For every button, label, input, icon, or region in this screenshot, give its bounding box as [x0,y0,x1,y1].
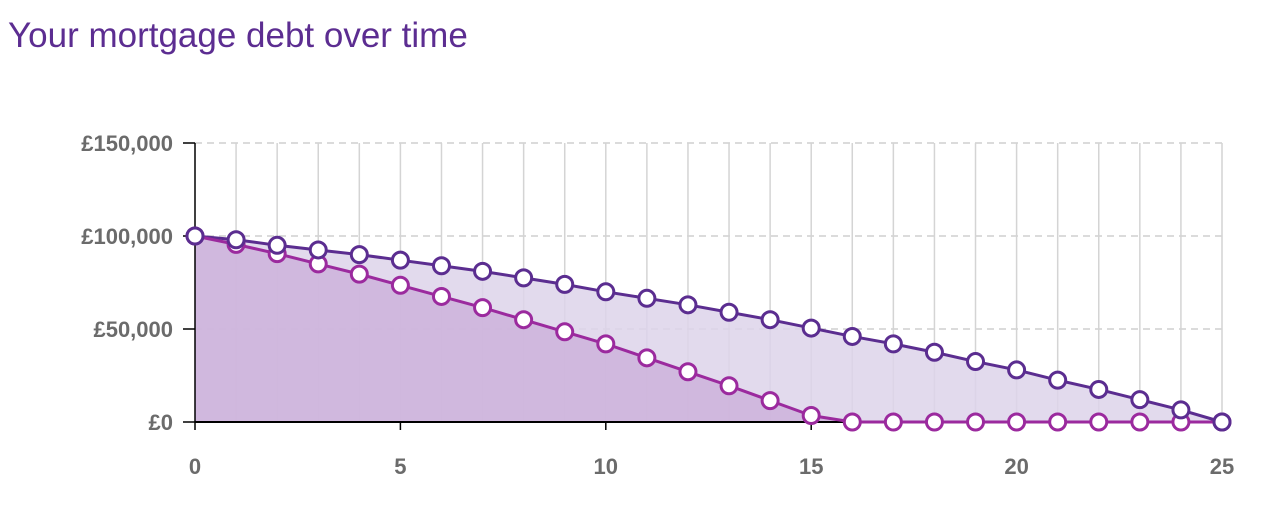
label-layer: £0 £50,000 £100,000 £150,000 0 5 10 15 20 25 [81,131,1234,479]
series-2-point [966,412,986,432]
series-2-point [390,275,410,295]
series-2-point [431,286,451,306]
y-tick-label: £100,000 [81,224,173,249]
x-tick-label: 10 [594,454,618,479]
series-1-point [390,250,410,270]
series-1-point [267,235,287,255]
series-2-area [195,236,1222,422]
series-1-point [801,318,821,338]
series-2-point [1048,412,1068,432]
series-1-point [1171,400,1191,420]
series-1-point [226,230,246,250]
series-2-point [514,310,534,330]
series-1-point [349,245,369,265]
x-tick-label: 5 [394,454,406,479]
series-1-point [1212,412,1232,432]
series-2-point [596,334,616,354]
series-2-point [1089,412,1109,432]
series-2-point [924,412,944,432]
y-tick-label: £0 [149,410,173,435]
series-1-point [1130,390,1150,410]
series-2-point [1007,412,1027,432]
series-2-point [1130,412,1150,432]
series-2-point [637,348,657,368]
series-2-point [883,412,903,432]
series-1-point [596,282,616,302]
x-tick-label: 25 [1210,454,1234,479]
x-tick-label: 0 [189,454,201,479]
series-1-point [883,334,903,354]
x-tick-label: 20 [1004,454,1028,479]
chart-title: Your mortgage debt over time [8,16,468,55]
series-2-point [760,391,780,411]
series-1-point [514,268,534,288]
series-1-point [1007,360,1027,380]
x-tick-label: 15 [799,454,823,479]
area-layer [195,236,1222,422]
series-1-point [719,302,739,322]
y-tick-label: £50,000 [93,317,173,342]
series-1-point [637,288,657,308]
series-1-point [842,326,862,346]
series-1-point [678,295,698,315]
series-2-point [801,405,821,425]
series-1-point [473,261,493,281]
series-1-point [966,352,986,372]
series-2-point [842,412,862,432]
series-1-point [555,274,575,294]
series-2-point [678,362,698,382]
series-2-point [349,264,369,284]
series-2-point [719,376,739,396]
series-1-point [924,342,944,362]
series-1-point [1048,370,1068,390]
y-tick-label: £150,000 [81,131,173,156]
series-2-point [473,298,493,318]
series-1-point [308,240,328,260]
series-2-point [555,322,575,342]
series-1-point [1089,379,1109,399]
series-1-point [760,310,780,330]
series-1-point [185,226,205,246]
point-layer [185,226,1232,432]
series-1-point [431,256,451,276]
